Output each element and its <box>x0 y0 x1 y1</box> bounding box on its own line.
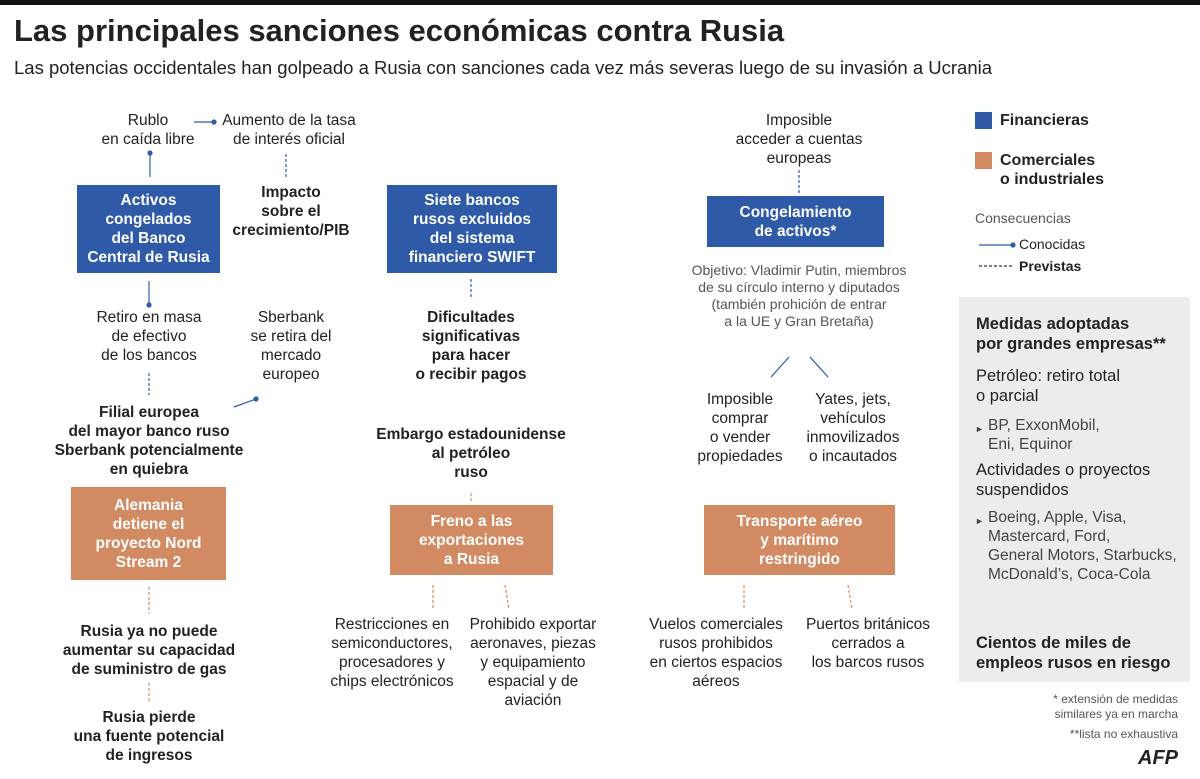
legend-label: Comerciales o industriales <box>1000 152 1105 188</box>
consequence: Impacto sobre el crecimiento/PIB <box>232 184 350 239</box>
legend-label: Financieras <box>1000 112 1089 129</box>
legend-label: Previstas <box>1019 258 1082 274</box>
panel-title: Medidas adoptadas por grandes empresas** <box>976 315 1166 353</box>
consequence: Vuelos comerciales rusos prohibidos en c… <box>649 616 783 690</box>
measure-box: Transporte aéreo y marítimo restringido <box>704 505 895 575</box>
consequence: Imposible acceder a cuentas europeas <box>735 112 863 167</box>
subtitle: Las potencias occidentales han golpeado … <box>14 57 993 78</box>
panel-heading: Actividades o proyectos suspendidos <box>976 461 1151 499</box>
consequence: Restricciones en semiconductores, proces… <box>330 616 454 690</box>
measure-box: Siete bancos rusos excluidos del sistema… <box>387 185 557 273</box>
footnote: **lista no exhaustiva <box>1069 727 1178 741</box>
panel-list: Boeing, Apple, Visa, Mastercard, Ford, G… <box>975 508 1177 584</box>
title: Las principales sanciones económicas con… <box>14 13 785 48</box>
consequence: Prohibido exportar aeronaves, piezas y e… <box>469 616 597 709</box>
measure-box: Alemania detiene el proyecto Nord Stream… <box>71 487 226 580</box>
consequence: Rusia pierde una fuente potencial de ing… <box>73 709 225 764</box>
consequence: Rusia ya no puede aumentar su capacidad … <box>62 623 236 678</box>
note: Objetivo: Vladimir Putin, miembros de su… <box>691 262 907 329</box>
consequence: Aumento de la tasa de interés oficial <box>222 112 356 148</box>
consequence: Imposible comprar o vender propiedades <box>697 391 783 465</box>
consequence: Sberbank se retira del mercado europeo <box>250 309 332 383</box>
legend-title: Consecuencias <box>975 210 1071 226</box>
consequence: Dificultades significativas para hacer o… <box>415 309 527 383</box>
measure-box: Activos congelados del Banco Central de … <box>77 185 220 273</box>
consequence: Retiro en masa de efectivo de los bancos <box>96 309 202 364</box>
legend-label: Conocidas <box>1019 236 1086 252</box>
consequence: Rublo en caída libre <box>101 112 195 148</box>
footnote: * extensión de medidas similares ya en m… <box>1053 692 1178 721</box>
panel-list: BP, ExxonMobil, Eni, Equinor <box>975 416 1100 454</box>
consequence: Yates, jets, vehículos inmovilizados o i… <box>806 391 900 465</box>
measure-box: Freno a las exportaciones a Rusia <box>390 505 553 575</box>
legend-swatch <box>975 152 992 169</box>
panel-heading: Petróleo: retiro total o parcial <box>976 367 1120 405</box>
consequence: Filial europea del mayor banco ruso Sber… <box>54 404 244 478</box>
consequence: Embargo estadounidense al petróleo ruso <box>376 426 566 481</box>
measure-box: Congelamiento de activos* <box>707 196 884 247</box>
panel-conclusion: Cientos de miles de empleos rusos en rie… <box>976 634 1171 672</box>
source-logo: AFP <box>1138 747 1178 769</box>
consequence: Puertos británicos cerrados a los barcos… <box>805 616 931 671</box>
legend-swatch <box>975 112 992 129</box>
companies-panel <box>959 297 1190 682</box>
